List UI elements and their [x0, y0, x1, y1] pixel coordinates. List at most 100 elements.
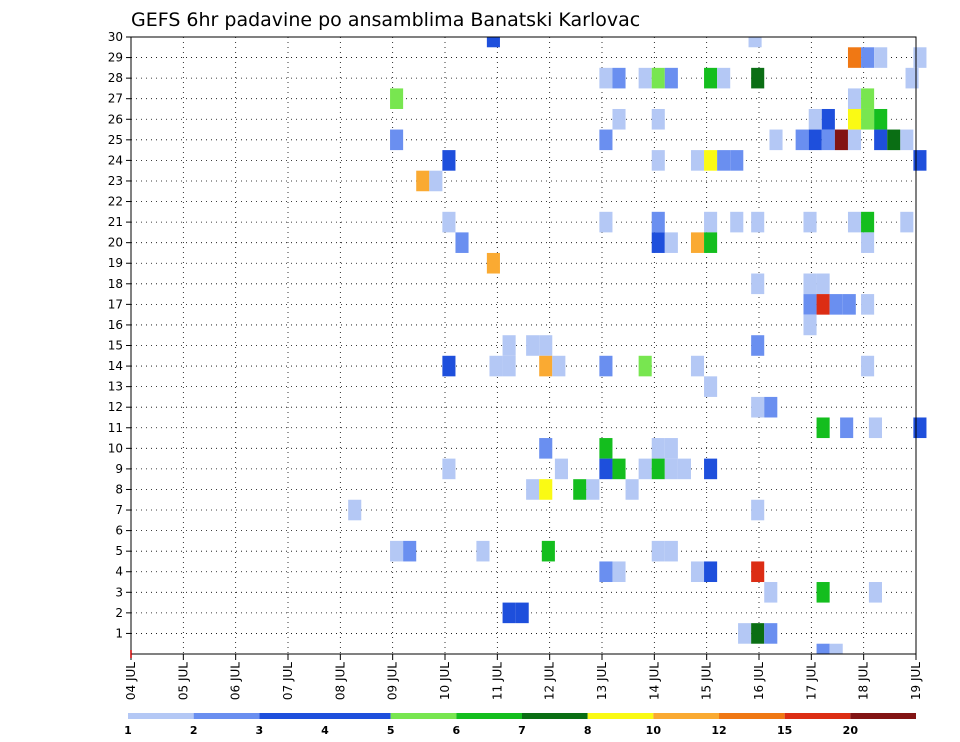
- heatmap-cell: [764, 582, 778, 603]
- heatmap-cell: [764, 623, 778, 644]
- heatmap-cell: [751, 396, 765, 418]
- x-tick-label: 15 JUL: [700, 662, 714, 700]
- heatmap-cell: [816, 582, 830, 603]
- heatmap-cell: [599, 561, 613, 583]
- heatmap-cell: [599, 438, 613, 459]
- heatmap-cell: [539, 355, 553, 377]
- y-tick-label: 4: [115, 565, 123, 579]
- heatmap-cell: [861, 88, 875, 109]
- heatmap-cell: [847, 129, 862, 151]
- heatmap-cell: [442, 355, 456, 377]
- y-tick-label: 3: [115, 585, 123, 599]
- heatmap-cell: [442, 211, 456, 233]
- heatmap-cell: [664, 438, 678, 459]
- heatmap-cell: [651, 150, 665, 171]
- heatmap-cell: [913, 417, 927, 439]
- heatmap-cell: [717, 150, 731, 171]
- colorbar-segment: [653, 713, 719, 719]
- heatmap-cell: [442, 150, 456, 171]
- y-tick-label: 29: [108, 51, 123, 65]
- heatmap-cell: [751, 499, 765, 521]
- heatmap-cell: [769, 129, 783, 151]
- heatmap-cell: [874, 47, 888, 68]
- heatmap-cell: [834, 129, 848, 151]
- heatmap-cell: [612, 67, 626, 89]
- heatmap-cell: [748, 37, 762, 48]
- colorbar-segment: [325, 713, 391, 719]
- x-tick-label: 05 JUL: [176, 662, 190, 700]
- heatmap-cell: [840, 417, 854, 439]
- heatmap-cell: [541, 540, 555, 562]
- heatmap-cell: [751, 273, 765, 295]
- colorbar-segment: [522, 713, 588, 719]
- y-tick-label: 14: [108, 359, 123, 373]
- heatmap-cell: [476, 540, 490, 562]
- colorbar-segment: [456, 713, 522, 719]
- heatmap-cell: [573, 479, 587, 500]
- y-tick-label: 9: [115, 462, 123, 476]
- x-tick-label: 11 JUL: [490, 662, 504, 700]
- heatmap-cell: [868, 582, 882, 603]
- colorbar-label: 15: [777, 724, 792, 737]
- heatmap-cell: [704, 150, 718, 171]
- heatmap-cell: [638, 355, 652, 377]
- heatmap-cell: [599, 355, 613, 377]
- heatmap-cell: [651, 211, 665, 233]
- heatmap-cell: [664, 67, 678, 89]
- heatmap-cell: [651, 232, 665, 253]
- heatmap-cell: [625, 479, 639, 500]
- x-tick-label: 17 JUL: [804, 662, 818, 700]
- chart-title: GEFS 6hr padavine po ansamblima Banatski…: [131, 9, 640, 31]
- heatmap-cell: [717, 67, 731, 89]
- heatmap-cell: [847, 211, 862, 233]
- heatmap-cell: [704, 67, 718, 89]
- heatmap-cell: [704, 561, 718, 583]
- heatmap-cell: [751, 67, 765, 89]
- heatmap-cell: [861, 47, 875, 68]
- heatmap-cell: [651, 458, 665, 480]
- y-tick-label: 25: [108, 133, 123, 147]
- colorbar-segment: [390, 713, 457, 719]
- x-tick-label: 19 JUL: [909, 662, 923, 700]
- colorbar-segment: [259, 713, 325, 719]
- heatmap-cell: [664, 458, 678, 480]
- colorbar-segment: [193, 713, 260, 719]
- heatmap-cell: [861, 108, 875, 130]
- heatmap-cell: [868, 417, 882, 439]
- y-tick-label: 6: [115, 524, 123, 538]
- y-tick-label: 26: [108, 112, 123, 126]
- heatmap-cell: [599, 67, 613, 89]
- heatmap-cell: [390, 129, 404, 151]
- heatmap-cell: [751, 623, 765, 644]
- heatmap-cell: [502, 355, 516, 377]
- heatmap-cell: [515, 602, 529, 624]
- y-tick-label: 22: [108, 195, 123, 209]
- x-tick-label: 16 JUL: [752, 662, 766, 700]
- colorbar-label: 3: [256, 724, 264, 737]
- heatmap-cell: [905, 67, 919, 89]
- heatmap-cell: [612, 561, 626, 583]
- y-tick-label: 20: [108, 236, 123, 250]
- y-tick-label: 12: [108, 400, 123, 414]
- heatmap-cell: [764, 396, 778, 418]
- heatmap-cell: [821, 129, 835, 151]
- colorbar-label: 5: [387, 724, 395, 737]
- heatmap-cell: [690, 232, 705, 253]
- heatmap-cell: [651, 438, 665, 459]
- heatmap-cell: [599, 458, 613, 480]
- y-tick-label: 21: [108, 215, 123, 229]
- heatmap-cell: [554, 458, 568, 480]
- heatmap-cell: [403, 540, 417, 562]
- heatmap-cell: [690, 150, 705, 171]
- heatmap-cell: [486, 252, 500, 274]
- heatmap-cell: [526, 335, 540, 356]
- colorbar-label: 20: [843, 724, 859, 737]
- heatmap-cell: [874, 129, 888, 151]
- x-tick-label: 09 JUL: [386, 662, 400, 700]
- heatmap-cell: [829, 643, 843, 654]
- y-tick-label: 27: [108, 92, 123, 106]
- heatmap-cell: [486, 37, 500, 48]
- heatmap-cell: [539, 438, 553, 459]
- heatmap-cell: [348, 499, 362, 521]
